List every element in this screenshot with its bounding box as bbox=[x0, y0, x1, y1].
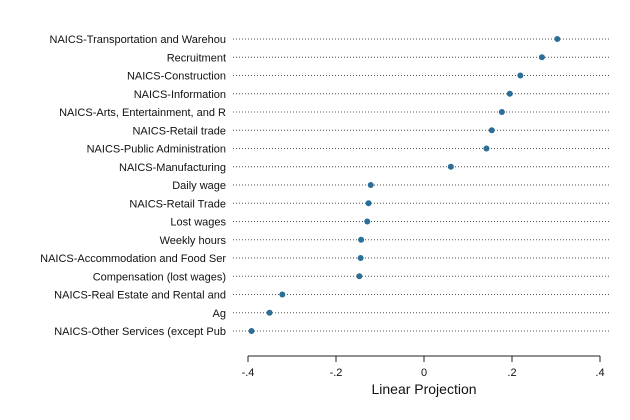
data-point bbox=[356, 273, 363, 280]
category-label: NAICS-Real Estate and Rental and bbox=[54, 290, 226, 302]
category-label: NAICS-Accommodation and Food Ser bbox=[40, 253, 226, 265]
chart-rows: NAICS-Transportation and Warehou Recruitm… bbox=[40, 34, 610, 338]
category-label: Recruitment bbox=[167, 52, 226, 64]
x-tick-label: .4 bbox=[595, 367, 604, 379]
data-point bbox=[358, 236, 365, 243]
data-point bbox=[506, 90, 513, 97]
x-tick-label: -.2 bbox=[330, 367, 343, 379]
x-axis: -.4 -.2 0 .2 .4 bbox=[242, 355, 605, 379]
chart-row: Recruitment bbox=[167, 52, 610, 64]
data-point bbox=[517, 72, 524, 79]
x-axis-title: Linear Projection bbox=[371, 381, 476, 397]
data-point bbox=[367, 182, 374, 188]
chart-row: Compensation (lost wages) bbox=[93, 271, 610, 283]
category-label: NAICS-Manufacturing bbox=[119, 162, 226, 174]
data-point bbox=[483, 145, 490, 152]
chart-row: NAICS-Construction bbox=[127, 71, 610, 83]
category-label: NAICS-Retail trade bbox=[132, 125, 226, 137]
x-tick-label: 0 bbox=[421, 367, 427, 379]
chart-row: Ag bbox=[213, 308, 610, 320]
chart-row: Daily wage bbox=[172, 180, 610, 192]
chart-row: Weekly hours bbox=[160, 235, 610, 247]
data-point bbox=[365, 200, 372, 207]
category-label: Weekly hours bbox=[160, 235, 227, 247]
category-label: NAICS-Other Services (except Pub bbox=[54, 326, 226, 338]
chart-row: NAICS-Information bbox=[134, 89, 610, 101]
chart-row: NAICS-Manufacturing bbox=[119, 162, 610, 174]
category-label: NAICS-Retail Trade bbox=[129, 198, 226, 210]
data-point bbox=[364, 218, 371, 225]
category-label: NAICS-Transportation and Warehou bbox=[50, 34, 227, 46]
data-point bbox=[266, 309, 273, 316]
category-label: Ag bbox=[213, 308, 226, 320]
x-tick-label: -.4 bbox=[242, 367, 255, 379]
chart-row: NAICS-Real Estate and Rental and bbox=[54, 290, 610, 302]
chart-row: NAICS-Public Administration bbox=[87, 144, 610, 156]
data-point bbox=[447, 163, 454, 170]
data-point bbox=[488, 127, 495, 134]
chart-row: Lost wages bbox=[170, 217, 610, 229]
data-point bbox=[248, 328, 255, 334]
chart-row: NAICS-Other Services (except Pub bbox=[54, 326, 610, 338]
category-label: Daily wage bbox=[172, 180, 226, 192]
data-point bbox=[538, 54, 545, 61]
chart-row: NAICS-Transportation and Warehou bbox=[50, 34, 610, 46]
category-label: Lost wages bbox=[170, 217, 226, 229]
category-label: NAICS-Construction bbox=[127, 71, 226, 83]
category-label: NAICS-Arts, Entertainment, and R bbox=[59, 107, 226, 119]
data-point bbox=[357, 255, 364, 261]
chart-row: NAICS-Retail Trade bbox=[129, 198, 610, 210]
category-label: NAICS-Information bbox=[134, 89, 226, 101]
chart-row: NAICS-Accommodation and Food Ser bbox=[40, 253, 610, 265]
chart-row: NAICS-Retail trade bbox=[132, 125, 610, 137]
category-label: NAICS-Public Administration bbox=[87, 144, 226, 156]
data-point bbox=[279, 291, 286, 298]
data-point bbox=[498, 109, 505, 115]
x-tick-label: .2 bbox=[507, 367, 516, 379]
data-point bbox=[554, 36, 561, 42]
chart-row: NAICS-Arts, Entertainment, and R bbox=[59, 107, 610, 119]
category-label: Compensation (lost wages) bbox=[93, 271, 226, 283]
